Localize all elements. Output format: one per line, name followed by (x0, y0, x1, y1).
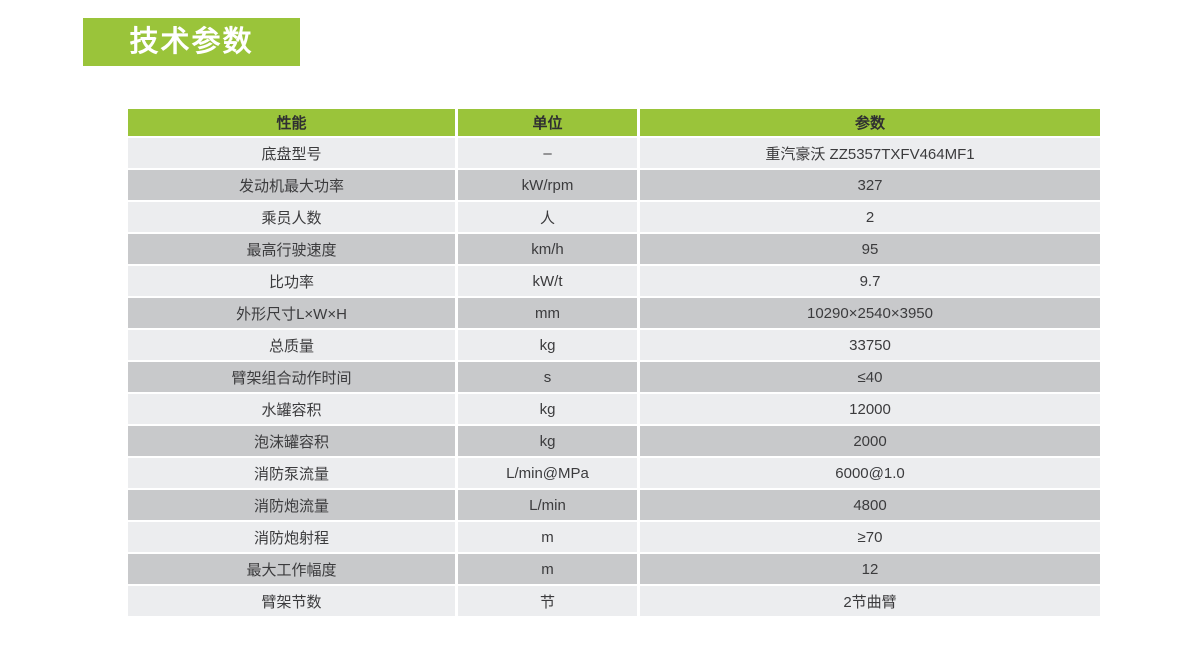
cell-parameter-value: 33750 (640, 330, 1100, 362)
cell-property-name: 泡沫罐容积 (128, 426, 458, 458)
cell-parameter-value: 6000@1.0 (640, 458, 1100, 490)
cell-property-name: 比功率 (128, 266, 458, 298)
cell-property-name: 臂架节数 (128, 586, 458, 616)
table-row: 发动机最大功率 kW/rpm 327 (128, 170, 1100, 202)
cell-parameter-value: 12000 (640, 394, 1100, 426)
cell-unit: kg (458, 394, 640, 426)
cell-parameter-value: 2000 (640, 426, 1100, 458)
cell-property-name: 外形尺寸L×W×H (128, 298, 458, 330)
cell-unit: 人 (458, 202, 640, 234)
table-row: 臂架节数节 2节曲臂 (128, 586, 1100, 616)
cell-property-name: 消防泵流量 (128, 458, 458, 490)
table-row: 消防炮流量 L/min 4800 (128, 490, 1100, 522)
cell-parameter-value: 95 (640, 234, 1100, 266)
page-title: 技术参数 (129, 25, 254, 58)
table-header-row: 性能 单位 参数 (128, 109, 1100, 138)
cell-parameter-value: 重汽豪沃 ZZ5357TXFV464MF1 (640, 138, 1100, 170)
cell-unit: kW/rpm (458, 170, 640, 202)
cell-unit: kg (458, 426, 640, 458)
cell-parameter-value: 12 (640, 554, 1100, 586)
cell-property-name: 总质量 (128, 330, 458, 362)
table-row: 消防炮射程 m ≥70 (128, 522, 1100, 554)
cell-unit: kg (458, 330, 640, 362)
cell-unit: m (458, 522, 640, 554)
column-header-unit: 单位 (458, 109, 640, 138)
table-row: 水罐容积 kg 12000 (128, 394, 1100, 426)
table-row: 消防泵流量 L/min@MPa 6000@1.0 (128, 458, 1100, 490)
cell-parameter-value: ≤40 (640, 362, 1100, 394)
cell-unit: L/min@MPa (458, 458, 640, 490)
cell-property-name: 水罐容积 (128, 394, 458, 426)
cell-property-name: 最高行驶速度 (128, 234, 458, 266)
table-row: 最高行驶速度 km/h 95 (128, 234, 1100, 266)
specifications-table: 性能 单位 参数 底盘型号 – 重汽豪沃 ZZ5357TXFV464MF1 发动机最大… (128, 109, 1100, 616)
page-title-banner: 技术参数 (83, 18, 300, 66)
cell-parameter-value: 327 (640, 170, 1100, 202)
cell-parameter-value: 2节曲臂 (640, 586, 1100, 616)
cell-unit: 节 (458, 586, 640, 616)
table-row: 比功率 kW/t 9.7 (128, 266, 1100, 298)
cell-unit: mm (458, 298, 640, 330)
table-header: 性能 单位 参数 (128, 109, 1100, 138)
cell-parameter-value: ≥70 (640, 522, 1100, 554)
table-row: 底盘型号 – 重汽豪沃 ZZ5357TXFV464MF1 (128, 138, 1100, 170)
table-row: 泡沫罐容积 kg 2000 (128, 426, 1100, 458)
cell-parameter-value: 10290×2540×3950 (640, 298, 1100, 330)
cell-unit: kW/t (458, 266, 640, 298)
table-row: 最大工作幅度 m 12 (128, 554, 1100, 586)
cell-property-name: 最大工作幅度 (128, 554, 458, 586)
cell-unit: – (458, 138, 640, 170)
column-header-property: 性能 (128, 109, 458, 138)
table-body: 底盘型号 – 重汽豪沃 ZZ5357TXFV464MF1 发动机最大功率 kW/rpm 3… (128, 138, 1100, 616)
cell-property-name: 底盘型号 (128, 138, 458, 170)
cell-property-name: 臂架组合动作时间 (128, 362, 458, 394)
cell-parameter-value: 9.7 (640, 266, 1100, 298)
cell-unit: km/h (458, 234, 640, 266)
column-header-parameter: 参数 (640, 109, 1100, 138)
table-row: 臂架组合动作时间 s ≤40 (128, 362, 1100, 394)
cell-parameter-value: 2 (640, 202, 1100, 234)
cell-unit: m (458, 554, 640, 586)
table-row: 外形尺寸L×W×H mm 10290×2540×3950 (128, 298, 1100, 330)
cell-unit: L/min (458, 490, 640, 522)
table-row: 乘员人数人 2 (128, 202, 1100, 234)
cell-property-name: 乘员人数 (128, 202, 458, 234)
cell-unit: s (458, 362, 640, 394)
cell-property-name: 消防炮流量 (128, 490, 458, 522)
cell-parameter-value: 4800 (640, 490, 1100, 522)
table-row: 总质量 kg 33750 (128, 330, 1100, 362)
cell-property-name: 发动机最大功率 (128, 170, 458, 202)
cell-property-name: 消防炮射程 (128, 522, 458, 554)
